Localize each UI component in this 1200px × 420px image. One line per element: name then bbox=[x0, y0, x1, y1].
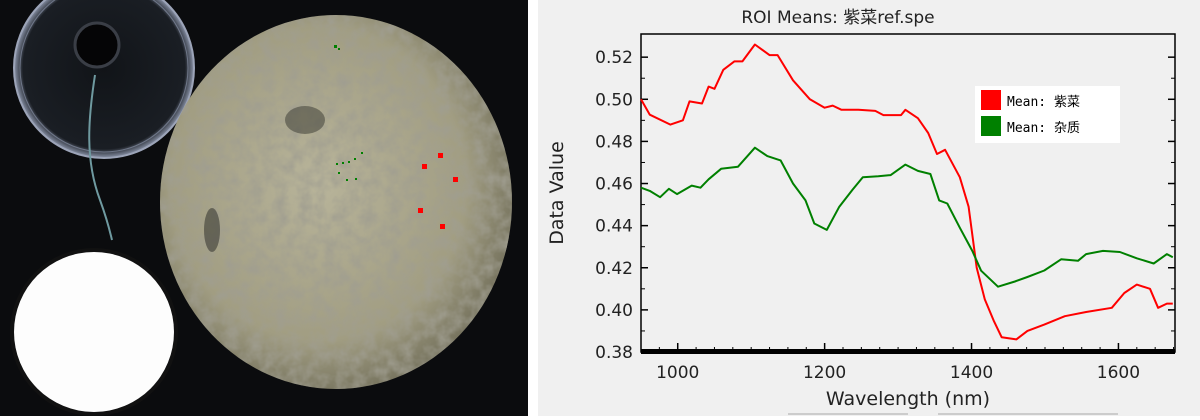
series-line-0 bbox=[640, 43, 1173, 341]
legend-swatch-red bbox=[981, 90, 1001, 110]
x-axis-label: Wavelength (nm) bbox=[826, 388, 990, 410]
y-tick-label: 0.52 bbox=[595, 48, 633, 68]
y-tick-label: 0.40 bbox=[595, 301, 633, 321]
legend-swatch-green bbox=[981, 116, 1001, 136]
roi-means-chart-panel: ROI Means: 紫菜ref.spe 0.38 0.40 0.42 0.44 0.4… bbox=[538, 0, 1200, 416]
x-tick-label: 1600 bbox=[1097, 363, 1140, 383]
roi-means-chart: ROI Means: 紫菜ref.spe 0.38 0.40 0.42 0.44 0.4… bbox=[546, 8, 1176, 415]
chart-title: ROI Means: 紫菜ref.spe bbox=[741, 8, 934, 28]
y-tick-label: 0.42 bbox=[595, 259, 633, 279]
legend-label-purple-laver: Mean: 紫菜 bbox=[1007, 95, 1080, 110]
y-axis-label: Data Value bbox=[546, 141, 568, 245]
y-tick-label: 0.38 bbox=[595, 343, 633, 363]
y-tick-label: 0.46 bbox=[595, 175, 633, 195]
petri-dish bbox=[13, 0, 195, 159]
roi-green-markers bbox=[334, 45, 363, 181]
plot-area bbox=[640, 33, 1176, 353]
x-tick-label: 1400 bbox=[950, 363, 993, 383]
x-axis-line bbox=[641, 349, 1175, 354]
y-tick-label: 0.50 bbox=[595, 90, 633, 110]
series-line-1 bbox=[640, 146, 1174, 288]
legend-label-impurity: Mean: 杂质 bbox=[1007, 121, 1080, 136]
legend: Mean: 紫菜 Mean: 杂质 bbox=[975, 86, 1120, 143]
hyperspectral-image-view[interactable] bbox=[0, 0, 528, 416]
dish-knob bbox=[73, 21, 121, 69]
y-tick-label: 0.44 bbox=[595, 217, 633, 237]
roi-red-markers bbox=[418, 153, 458, 229]
x-tick-label: 1200 bbox=[803, 363, 846, 383]
sample-photo bbox=[10, 0, 512, 416]
y-tick-label: 0.48 bbox=[595, 132, 633, 152]
x-tick-label: 1000 bbox=[656, 363, 699, 383]
cable bbox=[88, 74, 113, 241]
